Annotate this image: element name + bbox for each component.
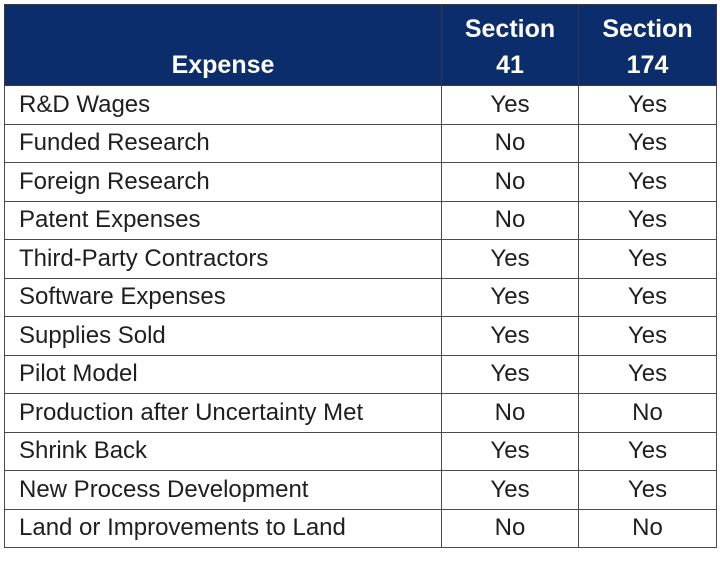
section-174-cell: Yes — [578, 85, 717, 125]
section-41-cell: Yes — [441, 239, 579, 279]
table-row: New Process Development Yes Yes — [4, 470, 717, 510]
table-row: Software Expenses Yes Yes — [4, 277, 717, 317]
section-174-cell: Yes — [578, 123, 717, 163]
section-41-cell: No — [441, 393, 579, 433]
section-41-cell: Yes — [441, 470, 579, 510]
expense-comparison-table: Expense Section 41 Section 174 R&D Wages… — [4, 4, 717, 548]
header-section-174: Section 174 — [578, 4, 717, 86]
table-row: R&D Wages Yes Yes — [4, 85, 717, 125]
header-section-41-line2: 41 — [496, 51, 524, 79]
section-174-cell: Yes — [578, 470, 717, 510]
expense-cell: Third-Party Contractors — [4, 239, 442, 279]
expense-cell: Shrink Back — [4, 431, 442, 471]
table-row: Supplies Sold Yes Yes — [4, 316, 717, 356]
section-174-cell: Yes — [578, 162, 717, 202]
table-row: Shrink Back Yes Yes — [4, 431, 717, 471]
expense-cell: Land or Improvements to Land — [4, 508, 442, 548]
expense-cell: Software Expenses — [4, 277, 442, 317]
table-row: Third-Party Contractors Yes Yes — [4, 239, 717, 279]
section-174-cell: Yes — [578, 277, 717, 317]
expense-cell: R&D Wages — [4, 85, 442, 125]
expense-cell: Funded Research — [4, 123, 442, 163]
section-174-cell: Yes — [578, 316, 717, 356]
table-body: R&D Wages Yes Yes Funded Research No Yes Forei… — [4, 85, 717, 548]
section-41-cell: No — [441, 162, 579, 202]
table-row: Land or Improvements to Land No No — [4, 508, 717, 548]
table-row: Production after Uncertainty Met No No — [4, 393, 717, 433]
section-174-cell: No — [578, 508, 717, 548]
table-row: Pilot Model Yes Yes — [4, 354, 717, 394]
section-41-cell: Yes — [441, 85, 579, 125]
table-row: Funded Research No Yes — [4, 123, 717, 163]
expense-cell: Production after Uncertainty Met — [4, 393, 442, 433]
expense-cell: New Process Development — [4, 470, 442, 510]
header-section-174-line1: Section — [602, 15, 693, 43]
header-expense: Expense — [4, 4, 442, 86]
expense-cell: Supplies Sold — [4, 316, 442, 356]
section-41-cell: Yes — [441, 316, 579, 356]
header-expense-label: Expense — [171, 51, 275, 79]
table-row: Patent Expenses No Yes — [4, 200, 717, 240]
expense-cell: Foreign Research — [4, 162, 442, 202]
header-section-41: Section 41 — [441, 4, 579, 86]
section-174-cell: Yes — [578, 239, 717, 279]
expense-cell: Patent Expenses — [4, 200, 442, 240]
header-row: Expense Section 41 Section 174 — [4, 4, 717, 86]
table-row: Foreign Research No Yes — [4, 162, 717, 202]
section-174-cell: Yes — [578, 431, 717, 471]
section-41-cell: Yes — [441, 354, 579, 394]
section-174-cell: Yes — [578, 200, 717, 240]
expense-cell: Pilot Model — [4, 354, 442, 394]
section-41-cell: No — [441, 508, 579, 548]
section-41-cell: Yes — [441, 431, 579, 471]
section-41-cell: No — [441, 123, 579, 163]
header-section-174-line2: 174 — [626, 51, 669, 79]
table-header: Expense Section 41 Section 174 — [4, 4, 717, 86]
section-174-cell: No — [578, 393, 717, 433]
section-174-cell: Yes — [578, 354, 717, 394]
header-section-41-line1: Section — [464, 15, 556, 43]
section-41-cell: No — [441, 200, 579, 240]
section-41-cell: Yes — [441, 277, 579, 317]
